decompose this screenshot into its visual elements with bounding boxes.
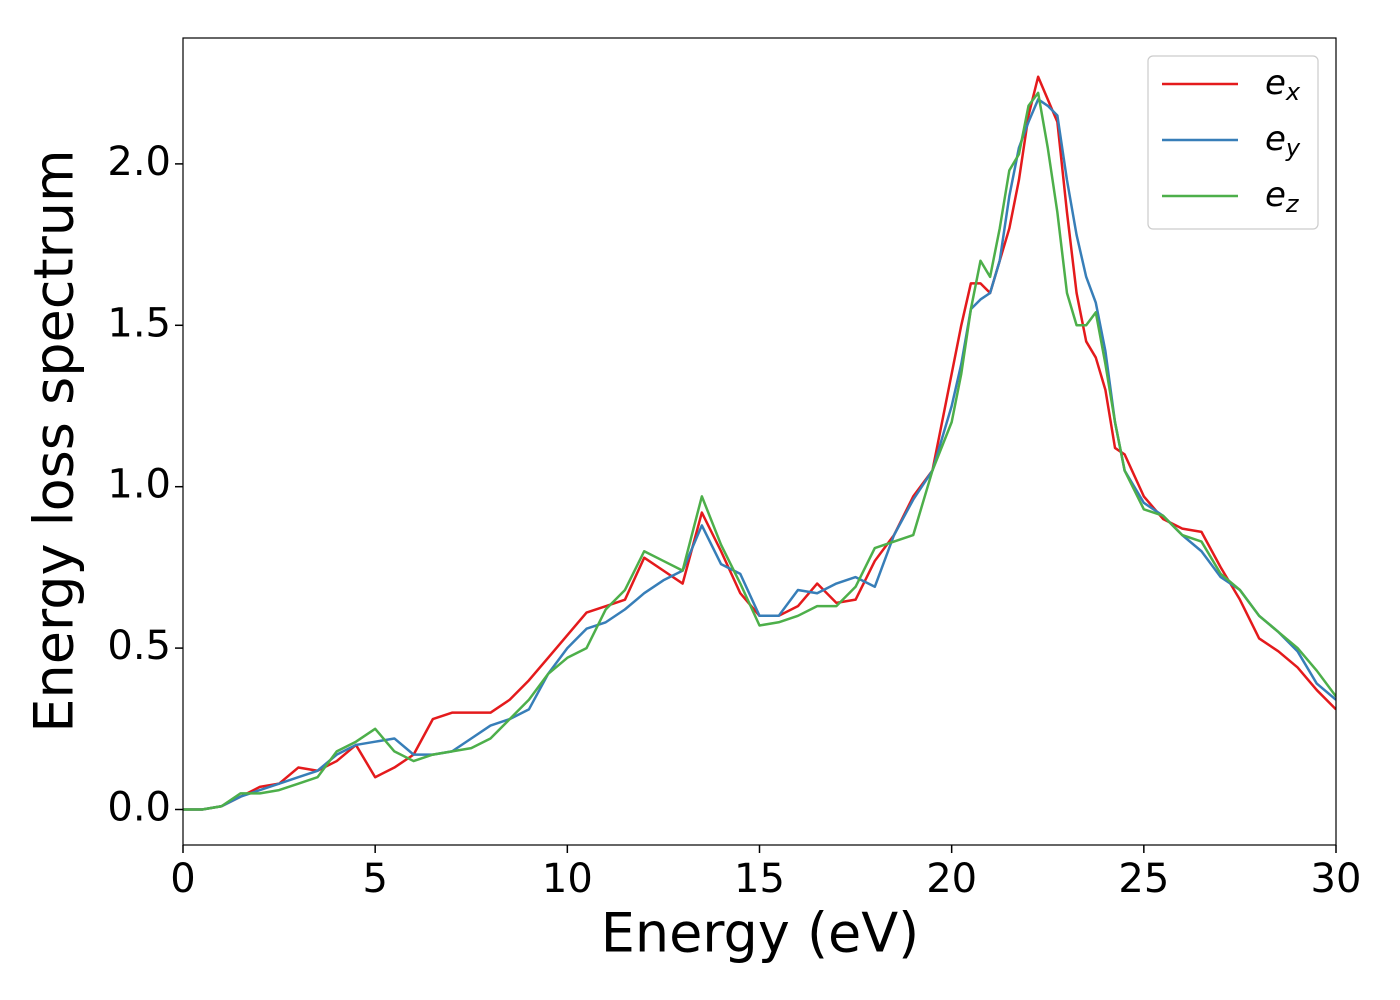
x-axis-label: Energy (eV) (601, 902, 920, 965)
legend-box (1147, 55, 1319, 230)
x-tick-label: 20 (926, 856, 977, 902)
y-axis-label: Energy loss spectrum (23, 149, 86, 732)
legend-label: ez (1265, 175, 1300, 219)
x-tick-label: 5 (362, 856, 387, 902)
legend-label: ex (1265, 63, 1301, 107)
x-tick-label: 15 (734, 856, 785, 902)
y-tick-label: 0.0 (107, 784, 171, 830)
plot-frame (182, 37, 1337, 846)
line (183, 91, 1336, 811)
y-tick-label: 2.0 (107, 139, 171, 185)
x-tick-label: 0 (170, 856, 195, 902)
x-tick-label: 30 (1311, 856, 1362, 902)
legend-label: ey (1265, 119, 1301, 163)
y-tick-label: 0.5 (107, 623, 171, 669)
y-tick-label: 1.5 (107, 300, 171, 346)
y-tick-label: 1.0 (107, 462, 171, 508)
x-tick-label: 25 (1118, 856, 1169, 902)
x-tick-label: 10 (542, 856, 593, 902)
